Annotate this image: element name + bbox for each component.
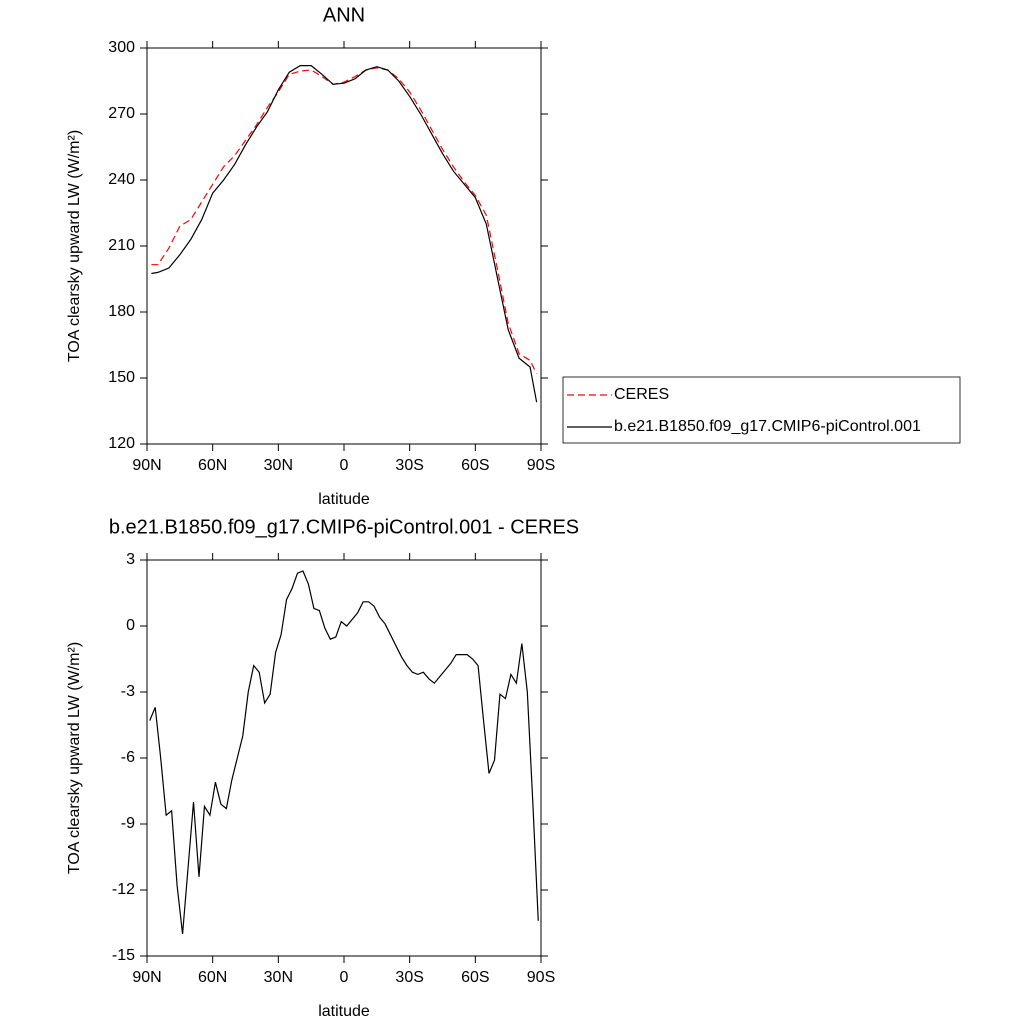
x-tick-label: 30N — [264, 969, 293, 986]
x-tick-label: 0 — [340, 457, 349, 474]
plot-frame — [146, 47, 542, 445]
y-tick-label: 0 — [126, 617, 135, 634]
legend-box — [562, 376, 961, 444]
y-tick-label: 210 — [108, 237, 135, 254]
x-tick-label: 0 — [340, 969, 349, 986]
x-tick-label: 30N — [264, 457, 293, 474]
x-tick-label: 90N — [132, 457, 161, 474]
y-tick-label: 180 — [108, 303, 135, 320]
x-tick-label: 30S — [395, 969, 423, 986]
x-tick-label: 60N — [198, 969, 227, 986]
y-tick-label: 270 — [108, 105, 135, 122]
y-tick-label: -12 — [112, 881, 135, 898]
legend-label: b.e21.B1850.f09_g17.CMIP6-piControl.001 — [614, 418, 921, 435]
y-tick-label: -3 — [121, 683, 135, 700]
x-tick-label: 60N — [198, 457, 227, 474]
y-tick-label: 120 — [108, 435, 135, 452]
y-tick-label: 3 — [126, 551, 135, 568]
x-tick-label: 60S — [461, 457, 489, 474]
y-tick-label: -15 — [112, 947, 135, 964]
x-tick-label: 90N — [132, 969, 161, 986]
y-axis-label: TOA clearsky upward LW (W/m²) — [66, 642, 83, 874]
x-tick-label: 90S — [527, 969, 555, 986]
x-tick-label: 60S — [461, 969, 489, 986]
y-tick-label: -6 — [121, 749, 135, 766]
plot-frame — [146, 559, 542, 957]
chart-title: ANN — [323, 4, 365, 26]
x-axis-label: latitude — [318, 491, 370, 508]
y-axis-label: TOA clearsky upward LW (W/m²) — [66, 130, 83, 362]
y-tick-label: -9 — [121, 815, 135, 832]
data-line — [149, 570, 539, 935]
series-line — [151, 65, 538, 403]
legend-label: CERES — [614, 386, 669, 403]
y-tick-label: 150 — [108, 369, 135, 386]
chart-title: b.e21.B1850.f09_g17.CMIP6-piControl.001 … — [109, 516, 579, 538]
y-tick-label: 300 — [108, 39, 135, 56]
x-tick-label: 30S — [395, 457, 423, 474]
series-line — [151, 67, 538, 374]
y-tick-label: 240 — [108, 171, 135, 188]
x-tick-label: 90S — [527, 457, 555, 474]
x-axis-label: latitude — [318, 1003, 370, 1020]
